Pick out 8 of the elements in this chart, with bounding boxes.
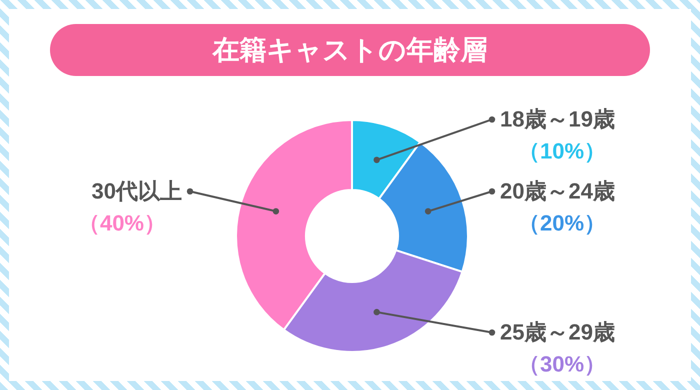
data-label: （20%） <box>518 210 606 236</box>
data-label: （30%） <box>518 352 606 377</box>
slice-label: 30代以上 <box>92 178 182 204</box>
slice-label: 20歳～24歳 <box>500 178 615 204</box>
slice-label: 18歳～19歳 <box>500 106 615 132</box>
data-label: （10%） <box>518 138 606 164</box>
slice-label: 25歳～29歳 <box>500 320 615 345</box>
data-label: （40%） <box>78 210 166 236</box>
